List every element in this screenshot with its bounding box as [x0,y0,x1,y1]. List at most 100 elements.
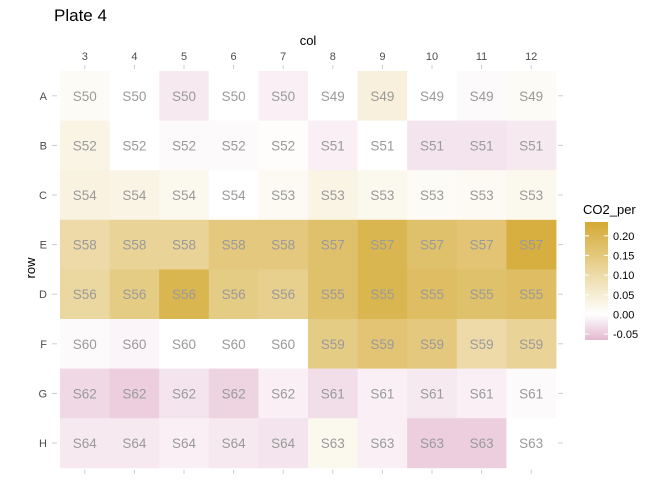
heatmap-cell [159,368,210,419]
cell-label: S64 [222,436,247,451]
heatmap-cell [258,120,309,171]
cell-label: S54 [73,188,98,203]
cell-label: S51 [519,138,543,153]
cell-label: S53 [321,188,345,203]
heatmap-cell [109,120,160,171]
cell-label: S60 [222,337,246,352]
legend-tick-label: 0.00 [613,309,634,321]
heatmap-cell [456,170,507,221]
cell-label: S63 [370,436,394,451]
heatmap-cell [208,71,259,121]
heatmap-cell [407,219,458,270]
cell-label: S61 [420,386,444,401]
cell-label: S63 [321,436,345,451]
heatmap-cell [407,418,458,469]
cell-label: S58 [271,238,295,253]
heatmap-cell [407,319,458,369]
y-tick-label: A [40,91,48,103]
heatmap-cell [357,269,408,320]
cell-label: S61 [370,386,394,401]
heatmap-cell [308,269,358,320]
cell-label: S53 [519,188,543,203]
cell-label: S49 [420,89,444,104]
x-tick-label: 6 [231,51,237,63]
cell-label: S59 [370,337,394,352]
legend-tick-label: 0.10 [613,270,634,282]
cell-label: S51 [370,138,394,153]
heatmap-cell [456,319,507,369]
cell-label: S56 [271,287,295,302]
cell-label: S49 [470,89,494,104]
heatmap-cell [258,219,309,270]
cell-label: S51 [321,138,345,153]
cell-label: S53 [470,188,494,203]
y-tick-label: C [39,190,47,202]
heatmap-cell [357,219,408,270]
heatmap-cell [60,319,110,369]
heatmap-cell [60,219,110,270]
x-tick-label: 4 [131,51,137,63]
cell-label: S62 [122,386,146,401]
legend-tick-label: 0.15 [613,250,634,262]
heatmap-cell [308,219,358,270]
x-tick-label: 3 [82,51,88,63]
heatmap-cell [456,418,507,469]
heatmap-cell [109,71,160,121]
cell-label: S49 [321,89,345,104]
heatmap-cell [506,368,557,419]
legend-ticks: 0.20 0.15 0.10 0.05 0.00 -0.05 [585,231,638,341]
cell-label: S61 [470,386,494,401]
chart-title: Plate 4 [54,6,107,25]
heatmap-cell [109,319,160,369]
cell-label: S58 [222,238,246,253]
cell-label: S56 [172,287,196,302]
x-tick-label: 8 [330,51,336,63]
cell-label: S61 [321,386,345,401]
heatmap-cell [357,368,408,419]
y-axis-ticks: A B C E D F G H [38,91,563,450]
cell-label: S52 [172,138,196,153]
heatmap-cell [308,71,358,121]
heatmap-cell [60,170,110,221]
cell-label: S54 [172,188,197,203]
heatmap-cell [308,418,358,469]
cell-label: S55 [370,287,394,302]
cell-label: S61 [519,386,543,401]
heatmap-cell [159,219,210,270]
heatmap-cell [357,170,408,221]
heatmap-cell [208,269,259,320]
heatmap-cell [407,71,458,121]
cell-label: S53 [271,188,295,203]
cell-label: S51 [470,138,494,153]
cell-label: S62 [271,386,295,401]
heatmap-cell [258,71,309,121]
heatmap-cell [506,170,557,221]
cell-label: S50 [222,89,246,104]
legend-title: CO2_per [583,202,636,217]
heatmap-cell [456,71,507,121]
legend-color-bar [585,222,608,340]
y-tick-label: E [40,240,47,252]
heatmap-cells: S50 S50 S50 S50 S50 S49 S49 S49 S49 S49 S52 S52 S52 S… [60,71,557,469]
color-legend: CO2_per 0.20 0.15 0.10 0.05 0.00 -0.05 [583,202,638,341]
heatmap-cell [456,269,507,320]
heatmap-cell [357,71,408,121]
cell-label: S64 [73,436,98,451]
heatmap-cell [407,368,458,419]
legend-tick-label: -0.05 [613,329,638,341]
heatmap-cell [208,319,259,369]
x-axis-title: col [300,33,317,48]
heatmap-cell [357,120,408,171]
cell-label: S50 [122,89,146,104]
cell-label: S54 [222,188,247,203]
cell-label: S57 [321,238,345,253]
cell-label: S58 [73,238,97,253]
cell-label: S60 [271,337,295,352]
heatmap-cell [506,269,557,320]
legend-tick-label: 0.05 [613,290,634,302]
cell-label: S59 [470,337,494,352]
y-axis-title: row [23,257,38,279]
cell-label: S60 [172,337,196,352]
cell-label: S53 [370,188,394,203]
